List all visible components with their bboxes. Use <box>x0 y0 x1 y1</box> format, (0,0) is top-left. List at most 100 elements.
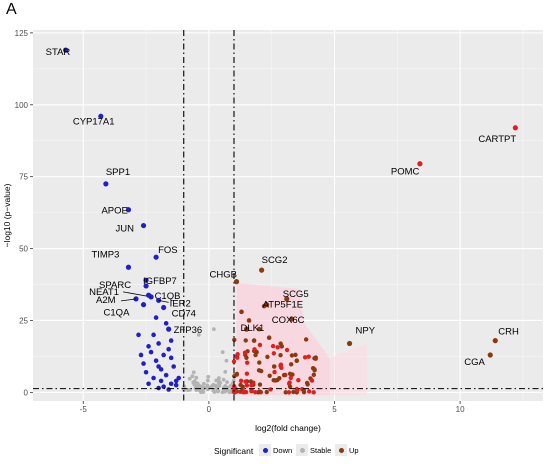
point-up <box>246 318 252 323</box>
point-up <box>238 382 243 388</box>
legend-label-down: Down <box>273 446 293 455</box>
y-tick-label: 25 <box>19 316 28 325</box>
point-dlk1 <box>243 326 250 332</box>
gene-label-npy: NPY <box>356 325 376 336</box>
gene-label-a2m: A2M <box>96 295 116 306</box>
legend-dot-down <box>262 447 268 453</box>
point-up <box>244 383 250 388</box>
point-up <box>301 388 306 393</box>
point-up <box>254 349 259 355</box>
point-ier2 <box>156 297 162 303</box>
point-fos <box>153 254 159 260</box>
legend-key-up <box>335 444 347 456</box>
point-up <box>278 353 283 358</box>
point-up <box>286 390 292 395</box>
point-up <box>231 359 237 364</box>
point-crh <box>492 338 498 344</box>
gene-label-star: STAR <box>46 47 71 58</box>
point-down <box>153 358 159 364</box>
point-stable <box>211 382 216 387</box>
x-axis-title: log2(fold change) <box>255 423 321 433</box>
point-npy <box>346 340 353 347</box>
point-stable <box>206 386 211 390</box>
point-stable <box>205 378 210 383</box>
point-up <box>266 335 272 341</box>
point-up <box>283 390 288 395</box>
point-stable <box>206 374 211 379</box>
point-up <box>257 389 262 394</box>
point-down <box>141 361 146 366</box>
gene-label-c1qa: C1QA <box>104 308 131 319</box>
point-up <box>281 372 287 378</box>
point-up <box>288 362 294 367</box>
point-up <box>296 377 301 383</box>
point-up <box>287 384 293 389</box>
point-up <box>253 389 258 395</box>
point-up <box>264 389 269 395</box>
point-up <box>239 309 244 315</box>
point-up <box>232 337 237 343</box>
point-stable <box>194 375 199 380</box>
point-down <box>138 352 144 358</box>
gene-label-scg5: SCG5 <box>283 289 309 300</box>
leader-line-ier2 <box>158 299 169 303</box>
point-down <box>166 387 171 392</box>
point-up <box>271 378 276 383</box>
gene-label-cd74: CD74 <box>172 309 196 320</box>
legend-dot-stable <box>299 447 305 453</box>
leader-line-a2m <box>120 298 137 302</box>
point-up <box>271 364 277 369</box>
y-tick-label: 50 <box>19 245 28 254</box>
point-up <box>279 344 285 349</box>
point-stable <box>212 390 217 394</box>
point-stable <box>196 332 201 337</box>
point-up <box>311 372 317 377</box>
gene-label-sparc: SPARC <box>99 280 131 291</box>
point-cga <box>487 352 493 358</box>
point-up <box>275 345 280 350</box>
up-region-shade <box>236 283 330 396</box>
point-stable <box>217 384 222 388</box>
point-scg2 <box>259 267 265 273</box>
gene-label-dlk1: DLK1 <box>241 323 265 334</box>
gene-label-crh: CRH <box>498 327 519 338</box>
point-up <box>244 355 249 360</box>
point-down <box>158 378 164 384</box>
point-up <box>235 355 240 360</box>
point-up <box>287 380 292 385</box>
point-down <box>146 381 151 387</box>
point-up <box>309 378 315 383</box>
gene-label-neat1: NEAT1 <box>89 287 119 298</box>
point-up <box>268 387 273 392</box>
point-down <box>146 344 151 349</box>
point-up <box>272 369 277 375</box>
point-stable <box>221 377 226 382</box>
labeled-points: STAR CYP17A1 SPP1 APOE JUN FOS TIMP3 IGFBP7 SPAR… <box>46 47 519 368</box>
x-tick-label: -5 <box>80 405 88 414</box>
point-up <box>290 372 295 377</box>
point-stable <box>227 390 232 395</box>
point-stable <box>225 380 229 385</box>
point-cd74 <box>161 304 167 311</box>
point-up <box>293 352 298 358</box>
point-down <box>163 321 169 326</box>
point-scg5 <box>284 296 290 302</box>
gene-label-cartpt: CARTPT <box>478 134 516 145</box>
point-stable <box>220 350 225 355</box>
gene-label-spp1: SPP1 <box>106 167 130 178</box>
point-up <box>270 343 276 349</box>
y-tick-label: 0 <box>24 388 29 397</box>
point-up <box>242 350 248 355</box>
y-tick-label: 125 <box>15 29 29 38</box>
point-up <box>257 360 262 365</box>
point-stable <box>224 358 229 363</box>
point-up <box>289 353 295 358</box>
point-atp5f1e <box>264 302 270 308</box>
point-up <box>238 378 244 384</box>
point-pomc <box>417 161 423 167</box>
point-stable <box>194 384 199 389</box>
point-up <box>265 354 270 360</box>
point-stable <box>223 369 228 374</box>
point-stable <box>217 376 221 380</box>
point-up <box>248 379 254 384</box>
